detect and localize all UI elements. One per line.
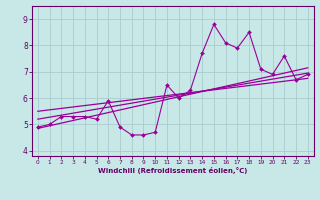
X-axis label: Windchill (Refroidissement éolien,°C): Windchill (Refroidissement éolien,°C) [98, 167, 247, 174]
